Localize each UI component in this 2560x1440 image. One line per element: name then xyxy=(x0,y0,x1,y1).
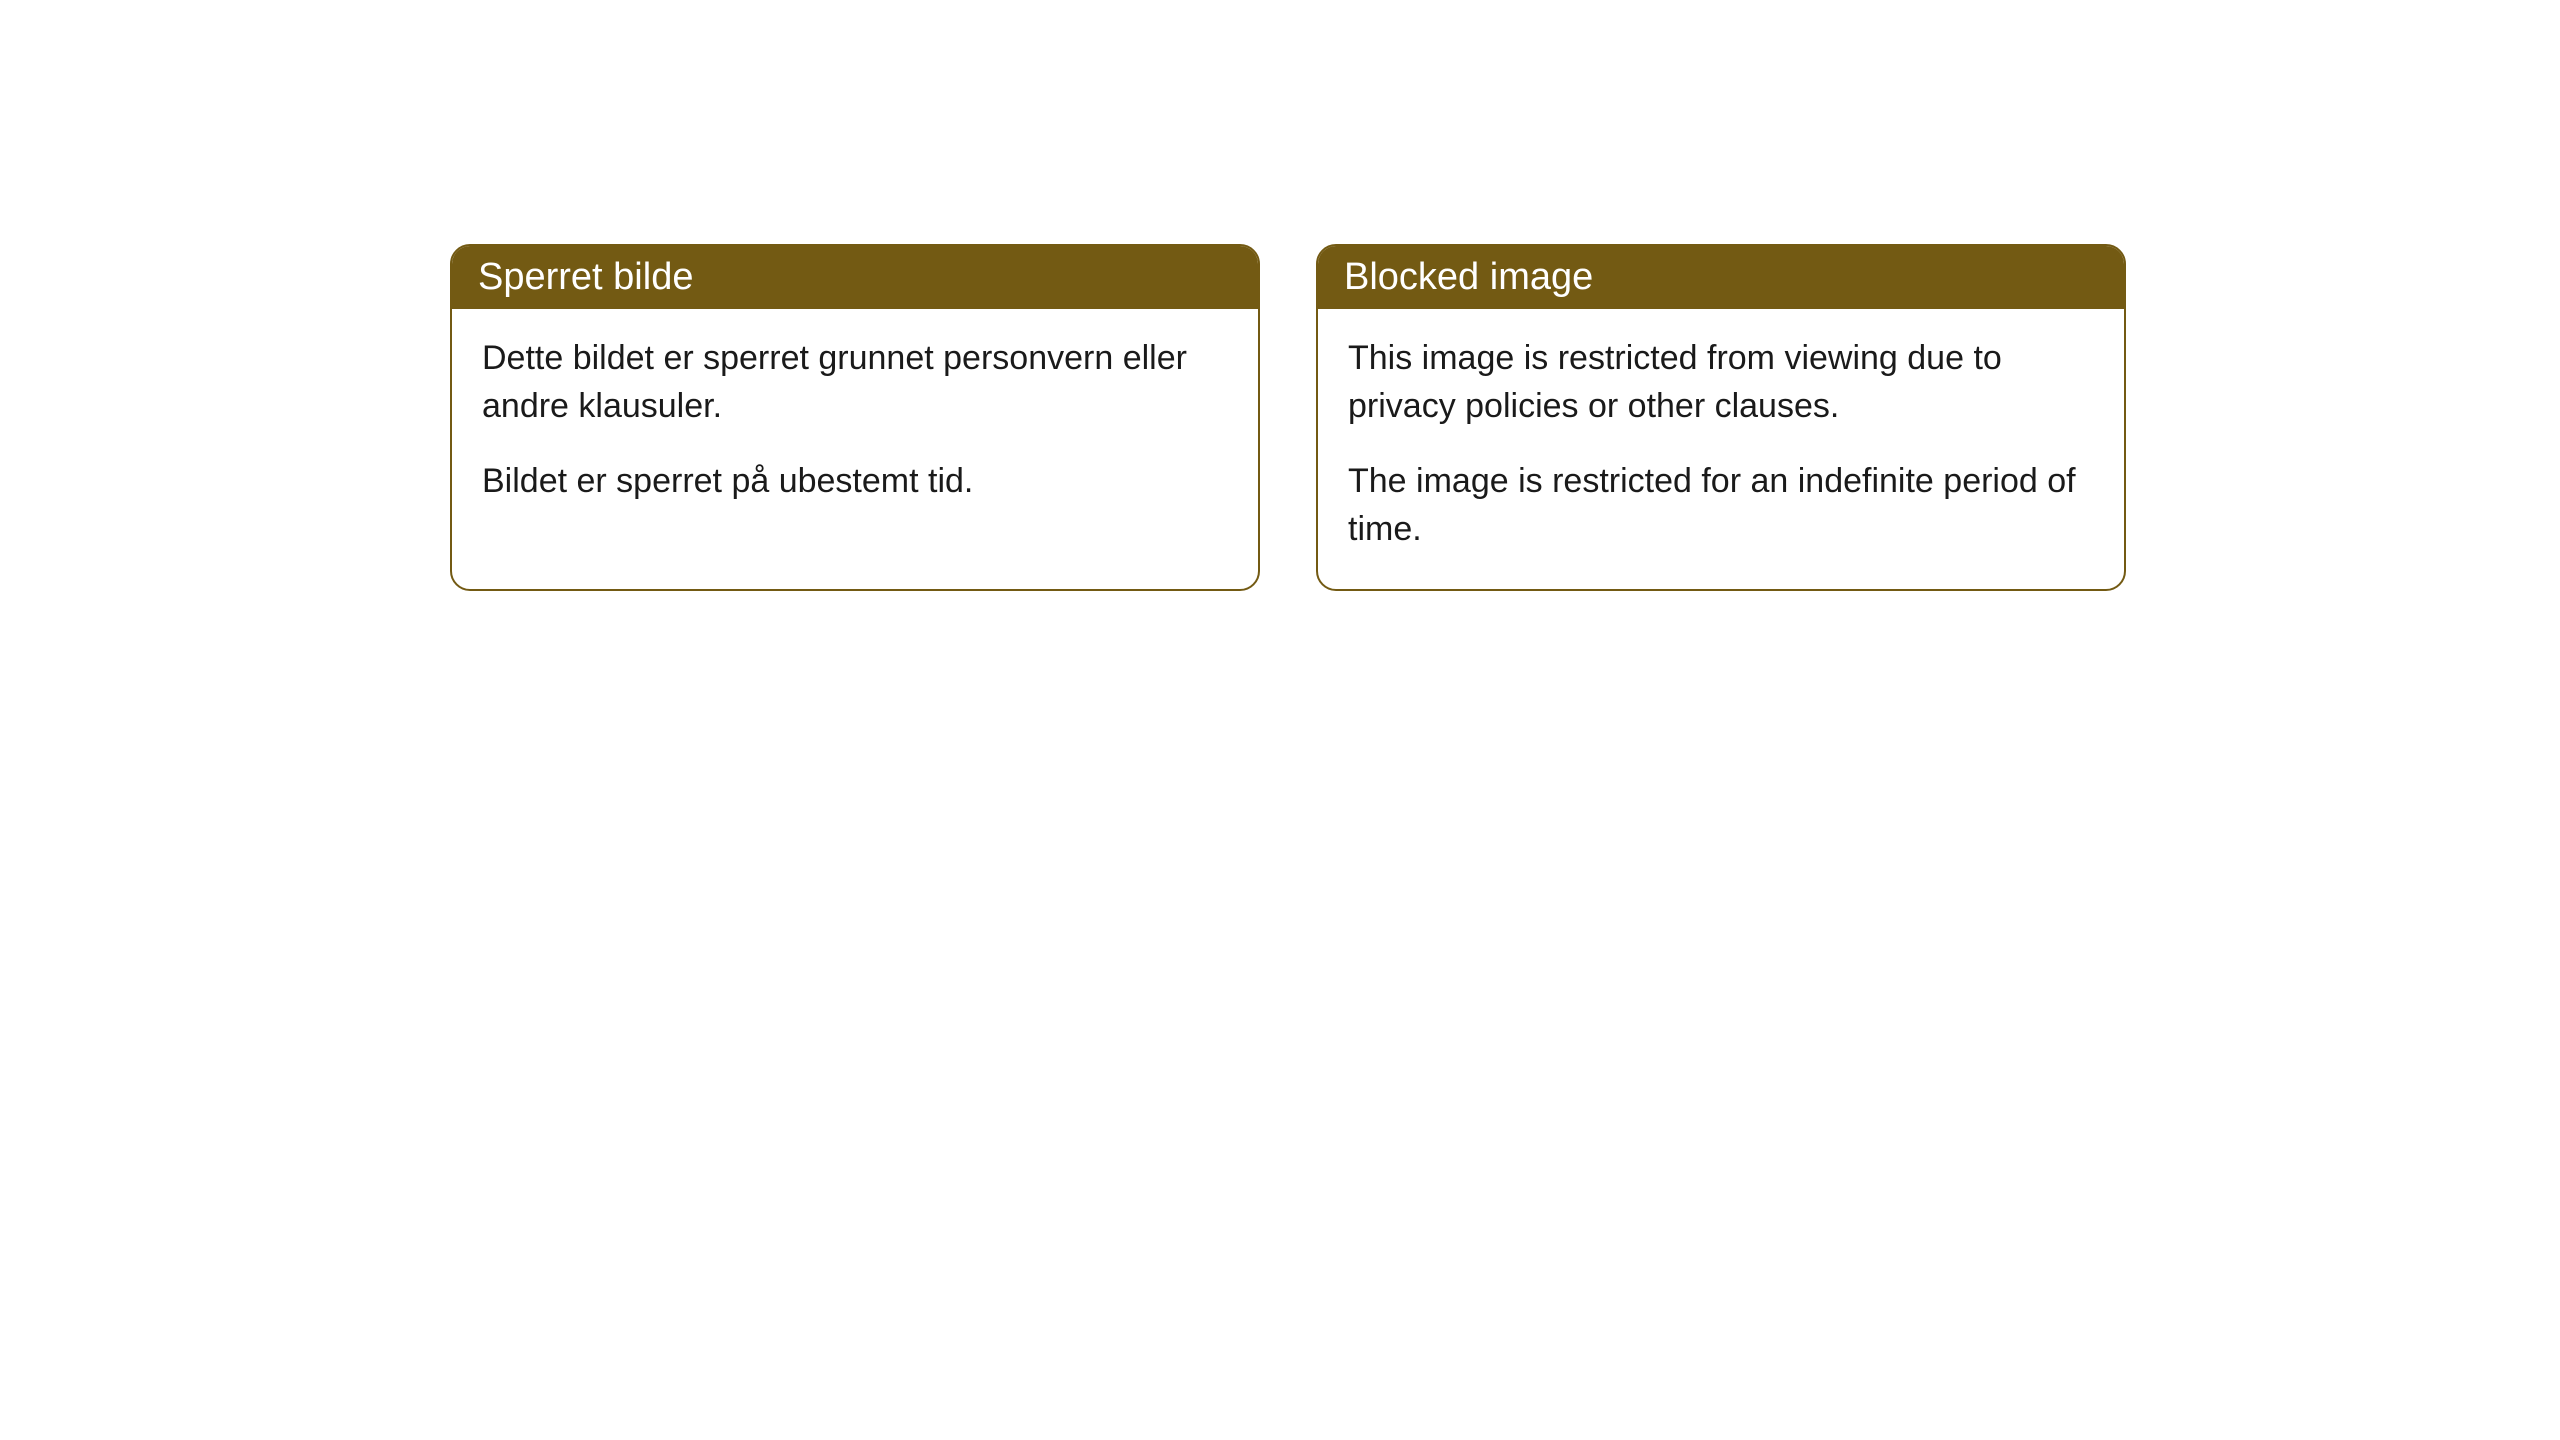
notice-container: Sperret bilde Dette bildet er sperret gr… xyxy=(0,0,2560,591)
card-title: Sperret bilde xyxy=(452,246,1258,309)
card-paragraph-1: This image is restricted from viewing du… xyxy=(1348,335,2094,430)
card-title: Blocked image xyxy=(1318,246,2124,309)
card-paragraph-2: Bildet er sperret på ubestemt tid. xyxy=(482,458,1228,506)
card-paragraph-1: Dette bildet er sperret grunnet personve… xyxy=(482,335,1228,430)
card-body: This image is restricted from viewing du… xyxy=(1318,309,2124,589)
card-paragraph-2: The image is restricted for an indefinit… xyxy=(1348,458,2094,553)
blocked-image-card-english: Blocked image This image is restricted f… xyxy=(1316,244,2126,591)
blocked-image-card-norwegian: Sperret bilde Dette bildet er sperret gr… xyxy=(450,244,1260,591)
card-body: Dette bildet er sperret grunnet personve… xyxy=(452,309,1258,542)
